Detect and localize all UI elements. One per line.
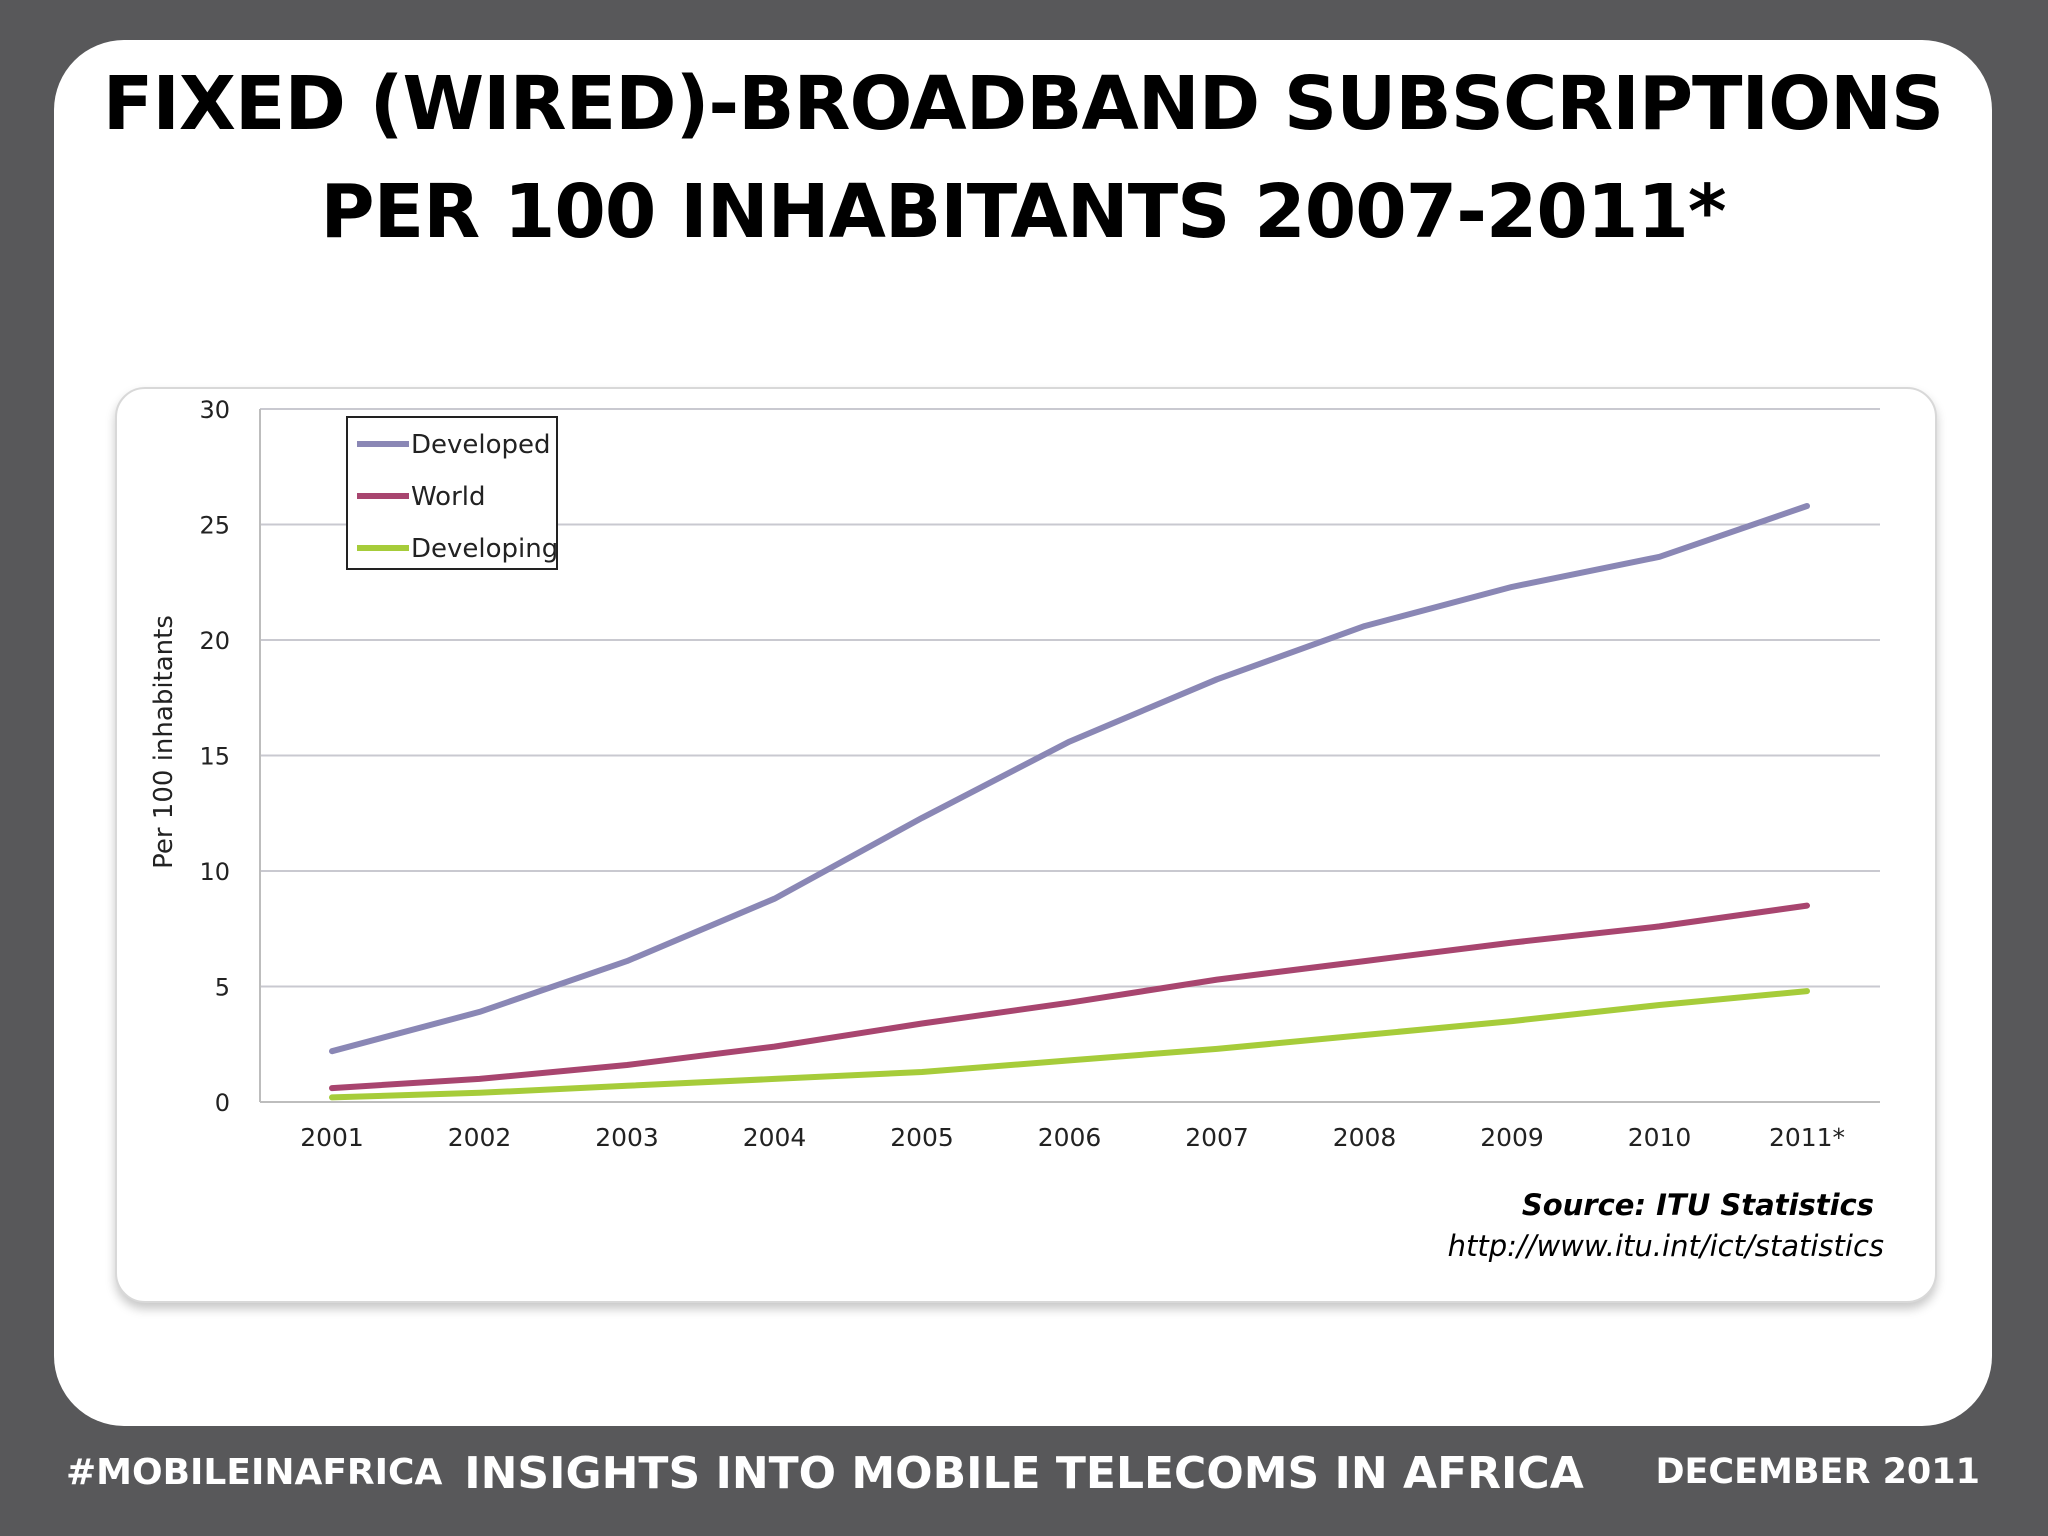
footer-hashtag: #MOBILEINAFRICA (66, 1452, 443, 1493)
x-tick-label: 2008 (1333, 1123, 1397, 1152)
y-tick-label: 30 (199, 396, 230, 424)
y-tick-label: 15 (199, 743, 230, 771)
x-tick-label: 2004 (743, 1123, 807, 1152)
legend-label-developing: Developing (411, 534, 558, 564)
x-tick-label: 2003 (595, 1123, 659, 1152)
x-tick-label: 2001 (300, 1123, 364, 1152)
series-lines (329, 503, 1810, 1101)
x-tick-label: 2006 (1038, 1123, 1102, 1152)
y-tick-label: 20 (199, 627, 230, 655)
x-tick-label: 2010 (1628, 1123, 1692, 1152)
legend: Developed World Developing (346, 416, 558, 570)
series-line-developing (329, 988, 1810, 1101)
x-tick-label: 2009 (1480, 1123, 1544, 1152)
y-tick-label: 0 (215, 1089, 230, 1117)
y-tick-label: 10 (199, 858, 230, 886)
x-tick-label: 2005 (890, 1123, 954, 1152)
x-tick-label: 2002 (448, 1123, 512, 1152)
source-label: Source: ITU Statistics (1521, 1188, 1874, 1222)
source-note: Source: ITU Statistics http://www.itu.in… (1448, 1184, 1884, 1266)
legend-label-developed: Developed (411, 430, 551, 460)
series-line-developed (329, 503, 1810, 1055)
title-line-2: PER 100 INHABITANTS 2007-2011* (320, 169, 1726, 255)
source-url: http://www.itu.int/ict/statistics (1447, 1229, 1884, 1263)
x-tick-labels: 2001 2002 2003 2004 2005 2006 2007 2008 2009 2010… (300, 1123, 1845, 1152)
page-title: FIXED (WIRED)-BROADBAND SUBSCRIPTIONS PE… (54, 50, 1992, 266)
x-tick-label: 2007 (1185, 1123, 1249, 1152)
y-tick-label: 5 (215, 974, 230, 1002)
x-tick-label: 2011* (1769, 1123, 1845, 1152)
footer-tagline: INSIGHTS INTO MOBILE TELECOMS IN AFRICA (464, 1448, 1584, 1499)
y-axis-label: Per 100 inhabitants (149, 615, 179, 869)
footer-date: DECEMBER 2011 (1655, 1452, 1980, 1492)
y-tick-label: 25 (199, 512, 230, 540)
y-tick-labels: 0 5 10 15 20 25 30 (199, 396, 230, 1117)
legend-label-world: World (411, 482, 486, 512)
title-line-1: FIXED (WIRED)-BROADBAND SUBSCRIPTIONS (102, 61, 1944, 147)
